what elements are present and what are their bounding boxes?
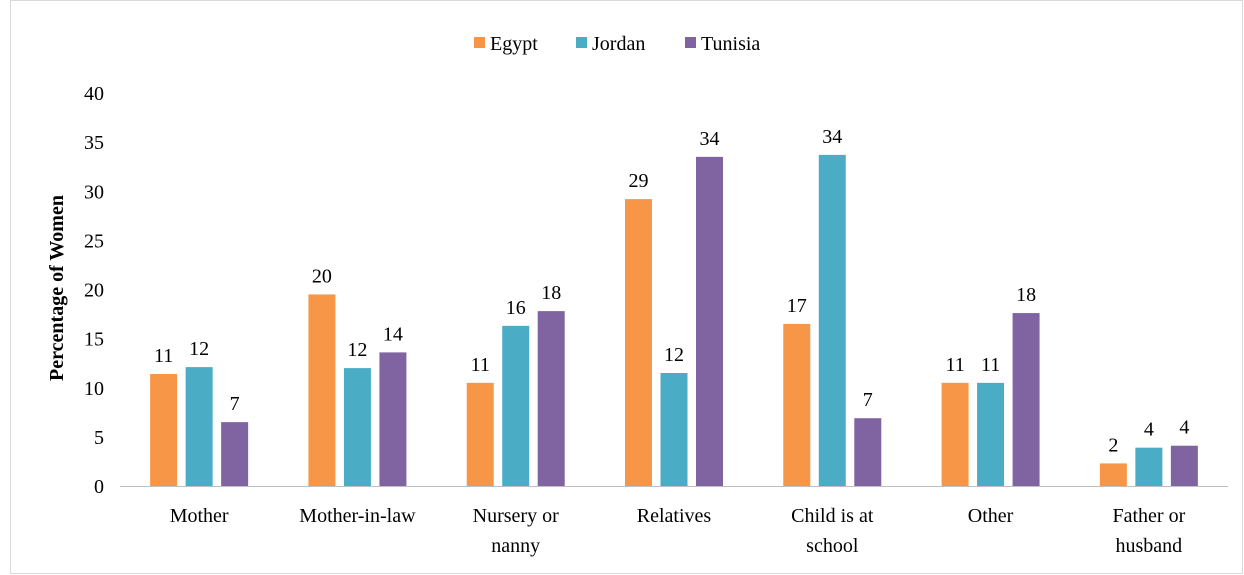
bar-tunisia [1170,445,1198,486]
x-tick-label: Mother [170,505,229,527]
bar-jordan [1135,447,1163,486]
y-axis-label: Percentage of Women [46,195,68,381]
bar-jordan [502,325,530,486]
x-axis: Mother Mother-in-law Nursery or nanny Relati… [120,486,1228,557]
data-label: 17 [787,295,807,317]
legend-label: Tunisia [701,33,760,55]
x-tick-label: school [806,535,859,557]
data-label: 34 [700,128,720,150]
data-label: 18 [541,282,561,304]
bar-tunisia [537,311,565,486]
x-tick-label: Relatives [637,505,712,527]
y-axis: 0 5 10 15 20 25 30 35 40 [84,83,104,498]
bar-jordan [185,367,213,486]
data-labels: 11 20 11 29 17 11 2 12 12 16 12 34 11 4 7 14 18 34 7 18 4 [154,126,1189,457]
bar-jordan [343,368,371,486]
bar-egypt [783,323,811,486]
data-label: 11 [981,354,1000,376]
data-label: 12 [189,338,209,360]
bar-egypt [1099,463,1127,486]
y-tick-label: 15 [84,329,104,351]
data-label: 11 [154,345,173,367]
data-label: 11 [945,354,964,376]
bar-tunisia [221,422,249,486]
data-label: 4 [1179,417,1189,439]
bar-egypt [625,199,652,487]
legend: Egypt Jordan Tunisia [474,33,760,55]
bar-tunisia [854,418,882,486]
x-tick-label: Child is at [791,505,874,527]
x-tick-label: nanny [491,535,540,557]
x-tick-label: husband [1116,535,1183,557]
legend-swatch-jordan [576,37,587,48]
bar-jordan [977,382,1005,486]
y-tick-label: 10 [84,378,104,400]
data-label: 20 [312,265,332,287]
y-tick-label: 30 [84,181,104,203]
bar-egypt [941,382,969,486]
data-label: 18 [1016,284,1036,306]
data-label: 16 [506,297,526,319]
legend-swatch-egypt [474,37,485,48]
data-label: 7 [230,393,240,415]
y-tick-label: 35 [84,132,104,154]
bars [150,154,1198,487]
chart-frame [10,0,1243,574]
legend-label: Jordan [592,33,645,55]
x-tick-label: Nursery or [473,505,559,527]
data-label: 14 [383,323,403,345]
bar-tunisia [1012,313,1040,486]
x-tick-label: Father or [1112,505,1185,527]
legend-label: Egypt [490,33,538,55]
data-label: 7 [863,389,873,411]
bar-egypt [150,373,178,486]
bar-tunisia [696,156,723,487]
legend-swatch-tunisia [685,37,696,48]
data-label: 29 [629,170,649,192]
y-tick-label: 20 [84,280,104,302]
y-tick-label: 25 [84,230,104,252]
bar-egypt [466,382,494,486]
x-tick-label: Mother-in-law [299,505,416,527]
y-tick-label: 5 [94,427,104,449]
x-tick-label: Other [968,505,1014,527]
data-label: 12 [664,344,684,366]
data-label: 4 [1144,419,1154,441]
bar-egypt [308,294,336,486]
data-label: 12 [347,339,367,361]
data-label: 2 [1108,434,1118,456]
bar-jordan [660,373,688,486]
data-label: 34 [822,126,842,148]
bar-jordan [818,154,846,486]
data-label: 11 [471,354,490,376]
bar-tunisia [379,352,407,486]
y-tick-label: 40 [84,83,104,105]
y-tick-label: 0 [94,476,104,498]
